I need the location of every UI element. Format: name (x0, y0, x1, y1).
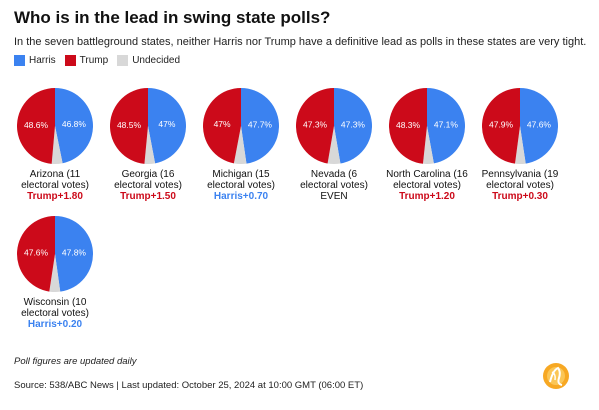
pie-label-trump: 47.3% (303, 119, 328, 129)
pie-slice-trump (110, 88, 148, 164)
state-name: Michigan (15 electoral votes) (196, 169, 286, 191)
pie-label-trump: 48.6% (24, 120, 49, 130)
state-name: Arizona (11 electoral votes) (10, 169, 100, 191)
pie-slice-trump (203, 88, 241, 164)
footnote: Poll figures are updated daily (14, 356, 137, 367)
state-pie-pennsylvania: 47.6% 47.9% Pennsylvania (19 electoral vote… (475, 86, 565, 203)
pie-slice-undecided (422, 126, 434, 164)
state-name-line2: electoral votes) (21, 180, 89, 191)
chart-subtitle: In the seven battleground states, neithe… (14, 36, 587, 48)
state-name-line1: Georgia (16 (121, 169, 175, 180)
state-pie-georgia: 47% 48.5% Georgia (16 electoral votes) Trump… (103, 86, 193, 203)
pie-slice-trump (16, 88, 55, 164)
pie-chart: 47.1% 48.3% (388, 88, 465, 164)
pie-chart: 47.8% 47.6% (17, 216, 93, 292)
legend-item-undecided: Undecided (117, 55, 180, 66)
pie-slice-undecided (49, 254, 61, 292)
legend-item-harris: Harris (14, 55, 56, 66)
state-name-line1: Pennsylvania (19 (481, 169, 559, 180)
chart-title: Who is in the lead in swing state polls? (14, 8, 331, 27)
lead-margin: Trump+1.50 (120, 191, 176, 202)
pie-slice-harris (334, 88, 372, 164)
pie-chart: 47% 48.5% (110, 88, 186, 164)
pie-slice-undecided (515, 126, 526, 164)
pie-slice-harris (520, 88, 558, 164)
lead-margin: Trump+1.20 (399, 191, 455, 202)
pie-chart: 46.8% 48.6% (16, 88, 93, 164)
state-name-line2: electoral votes) (393, 180, 461, 191)
pie-slice-undecided (233, 126, 247, 164)
state-pie-michigan: 47.7% 47% Michigan (15 electoral votes) Harr… (196, 86, 286, 203)
state-pie-wisconsin: 47.8% 47.6% Wisconsin (10 electoral votes) H… (10, 214, 100, 331)
pie-slice-harris (148, 88, 186, 164)
pie-label-harris: 46.8% (62, 119, 87, 129)
state-name-line2: electoral votes) (486, 180, 554, 191)
pie-chart: 47.7% 47% (203, 88, 279, 164)
al-jazeera-logo-icon (543, 363, 569, 389)
lead-margin: Harris+0.70 (213, 191, 269, 202)
pie-slice-harris (427, 88, 465, 164)
pie-slice-harris (241, 88, 279, 164)
pie-slice-harris (55, 88, 93, 164)
lead-margin: EVEN (320, 191, 348, 202)
state-name-line2: electoral votes) (207, 180, 275, 191)
legend-label-trump: Trump (79, 55, 109, 66)
legend-label-harris: Harris (29, 55, 56, 66)
pie-slice-trump (17, 216, 55, 292)
source-line: Source: 538/ABC News | Last updated: Oct… (14, 380, 364, 391)
pie-label-trump: 47.6% (24, 248, 49, 258)
state-pie-arizona: 46.8% 48.6% Arizona (11 electoral votes) Tru… (10, 86, 100, 203)
pie-slice-trump (388, 88, 427, 164)
pie-label-harris: 47.1% (434, 119, 459, 129)
legend: Harris Trump Undecided (14, 55, 189, 66)
pie-label-harris: 47.6% (527, 120, 552, 130)
state-name: Georgia (16 electoral votes) (103, 169, 193, 191)
pie-label-trump: 48.3% (396, 120, 421, 130)
pie-label-trump: 47% (214, 119, 231, 129)
pie-slice-harris (55, 216, 93, 292)
pie-label-harris: 47.7% (248, 120, 273, 130)
pie-slice-undecided (144, 126, 156, 164)
pie-slice-undecided (51, 126, 63, 164)
state-pie-nevada: 47.3% 47.3% Nevada (6 electoral votes) EVEN (289, 86, 379, 203)
state-name-line2: electoral votes) (114, 180, 182, 191)
legend-swatch-trump (64, 55, 76, 66)
state-name: Nevada (6 electoral votes) (289, 169, 379, 191)
pie-label-trump: 47.9% (489, 120, 514, 130)
state-name: Wisconsin (10 electoral votes) (10, 297, 100, 319)
pie-chart: 47.3% 47.3% (296, 88, 372, 164)
state-name: Pennsylvania (19 electoral votes) (475, 169, 565, 191)
legend-label-undecided: Undecided (132, 55, 181, 66)
pie-slice-undecided (327, 126, 341, 164)
pie-charts-area: 46.8% 48.6% Arizona (11 electoral votes) Tru… (10, 86, 565, 331)
state-name-line1: North Carolina (16 (386, 169, 468, 180)
legend-swatch-harris (14, 55, 25, 66)
legend-item-trump: Trump (64, 55, 109, 66)
lead-margin: Harris+0.20 (27, 319, 83, 330)
state-pie-north-carolina: 47.1% 48.3% North Carolina (16 electoral vo… (382, 86, 472, 203)
pie-label-harris: 47.3% (341, 119, 366, 129)
state-name-line2: electoral votes) (300, 180, 368, 191)
state-name-line1: Arizona (11 (29, 169, 81, 180)
state-name-line1: Wisconsin (10 (23, 297, 87, 308)
lead-margin: Trump+1.80 (27, 191, 83, 202)
pie-slice-trump (481, 88, 520, 164)
legend-swatch-undecided (117, 55, 129, 66)
pie-label-harris: 47.8% (62, 248, 87, 258)
state-name-line2: electoral votes) (21, 308, 89, 319)
pie-label-trump: 48.5% (117, 120, 142, 130)
state-name-line1: Nevada (6 (310, 169, 358, 180)
state-name-line1: Michigan (15 (212, 169, 270, 180)
pie-label-harris: 47% (158, 119, 175, 129)
pie-slice-trump (296, 88, 334, 164)
lead-margin: Trump+0.30 (492, 191, 548, 202)
state-name: North Carolina (16 electoral votes) (382, 169, 472, 191)
pie-chart: 47.6% 47.9% (481, 88, 558, 164)
